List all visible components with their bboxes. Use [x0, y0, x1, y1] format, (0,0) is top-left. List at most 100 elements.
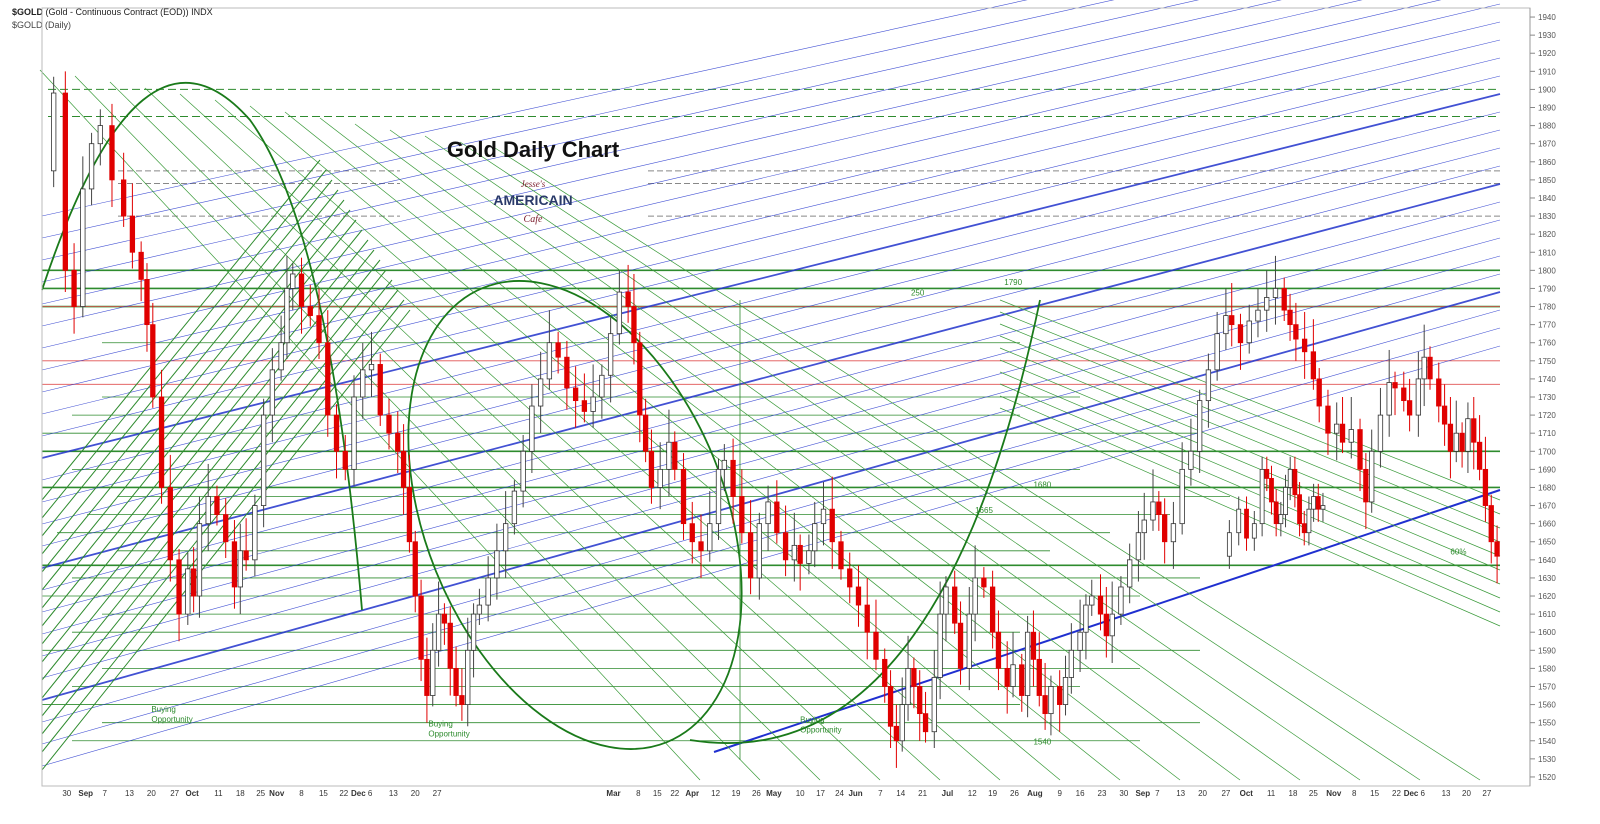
- candle-up: [284, 288, 290, 344]
- y-tick-label: 1560: [1538, 701, 1556, 710]
- candle-up: [502, 523, 509, 552]
- candle-up: [185, 568, 191, 615]
- candle-down: [922, 713, 929, 733]
- x-tick-label: 25: [256, 789, 265, 798]
- x-tick-label: 19: [732, 789, 741, 798]
- y-tick-label: 1880: [1538, 122, 1556, 131]
- x-tick-label: 13: [389, 789, 398, 798]
- candle-down: [1297, 494, 1302, 525]
- cafe-logo: Jesse's AMERICAIN Cafe: [493, 179, 572, 225]
- candle-up: [1083, 604, 1089, 633]
- x-tick-label: 21: [918, 789, 927, 798]
- candle-down: [333, 414, 340, 452]
- y-tick-label: 1550: [1538, 719, 1556, 728]
- candle-down: [1264, 468, 1270, 479]
- x-tick-label: 18: [236, 789, 245, 798]
- candle-down: [1036, 658, 1042, 696]
- diagonal-line: [389, 129, 1301, 781]
- candle-down: [747, 532, 754, 579]
- x-tick-label: 22: [1392, 789, 1401, 798]
- x-tick-label: 6: [368, 789, 373, 798]
- candle-down: [1057, 686, 1063, 705]
- y-tick-label: 1630: [1538, 574, 1556, 583]
- y-tick-label: 1810: [1538, 248, 1556, 257]
- y-tick-label: 1700: [1538, 447, 1556, 456]
- diagonal-line: [144, 87, 881, 781]
- candle-down: [214, 496, 220, 516]
- x-tick-label: 30: [1119, 789, 1128, 798]
- logo-line3: Cafe: [524, 214, 543, 225]
- annotation-label: 60%: [1450, 547, 1466, 556]
- x-tick-label: 27: [433, 789, 442, 798]
- candle-up: [494, 550, 500, 579]
- x-tick-label: 16: [1076, 789, 1085, 798]
- candle-up: [1127, 559, 1133, 588]
- candle-up: [470, 613, 477, 651]
- candle-down: [564, 356, 570, 389]
- y-tick-label: 1710: [1538, 429, 1556, 438]
- candle-up: [529, 405, 535, 452]
- candle-up: [1348, 429, 1354, 443]
- candle-down: [1471, 418, 1477, 443]
- logo-line2: AMERICAIN: [493, 192, 572, 208]
- candle-up: [1135, 532, 1142, 561]
- diagonal-line: [999, 371, 1501, 585]
- candle-down: [1281, 288, 1287, 311]
- candle-down: [1004, 667, 1010, 687]
- diagonal-line: [284, 111, 1121, 781]
- candle-down: [1237, 324, 1244, 344]
- candle-up: [546, 342, 553, 380]
- candle-up: [791, 544, 797, 561]
- candle-up: [430, 649, 436, 696]
- candle-up: [1077, 631, 1083, 651]
- diagonal-line: [999, 359, 1501, 571]
- candle-up: [1188, 450, 1194, 470]
- fan-line: [41, 0, 1282, 283]
- candle-down: [642, 414, 649, 452]
- candle-down: [1030, 631, 1037, 660]
- x-tick-label: 7: [102, 789, 107, 798]
- candle-down: [782, 532, 789, 561]
- candle-down: [1401, 387, 1407, 402]
- x-tick-label: 15: [653, 789, 662, 798]
- candle-up: [1048, 686, 1054, 715]
- y-tick-label: 1590: [1538, 646, 1556, 655]
- fan-line: [41, 129, 1501, 503]
- y-tick-label: 1740: [1538, 375, 1556, 384]
- candle-up: [1415, 378, 1422, 416]
- candle-down: [1244, 508, 1249, 539]
- candle-down: [158, 396, 165, 488]
- candle-up: [260, 414, 267, 506]
- candle-down: [1363, 468, 1369, 503]
- candle-up: [1214, 333, 1220, 371]
- diagonal-line: [41, 159, 321, 501]
- candle-down: [911, 667, 917, 687]
- x-tick-label: 9: [1057, 789, 1062, 798]
- fan-line: [41, 93, 1501, 459]
- candle-down: [1482, 468, 1489, 506]
- candle-down: [1269, 478, 1274, 503]
- candle-up: [1272, 288, 1279, 298]
- candle-up: [237, 550, 243, 588]
- diagonal-line: [39, 69, 701, 781]
- diagonal-line: [214, 99, 1001, 781]
- candle-up: [465, 649, 471, 705]
- diagonal-line: [424, 135, 1361, 781]
- candle-up: [97, 125, 103, 145]
- candle-down: [424, 658, 430, 696]
- candle-up: [931, 677, 937, 733]
- candle-up: [607, 333, 614, 376]
- candle-down: [1019, 664, 1025, 696]
- x-tick-label: 25: [1309, 789, 1318, 798]
- diagonal-line: [74, 75, 761, 781]
- candle-down: [1316, 378, 1322, 407]
- x-tick-label: May: [766, 789, 782, 798]
- y-tick-label: 1940: [1538, 13, 1556, 22]
- candle-down: [386, 414, 392, 434]
- candle-up: [666, 441, 672, 470]
- candle-down: [1436, 378, 1442, 407]
- annotation-label: 1790: [1004, 278, 1022, 287]
- candle-up: [616, 291, 623, 335]
- candle-up: [820, 508, 827, 525]
